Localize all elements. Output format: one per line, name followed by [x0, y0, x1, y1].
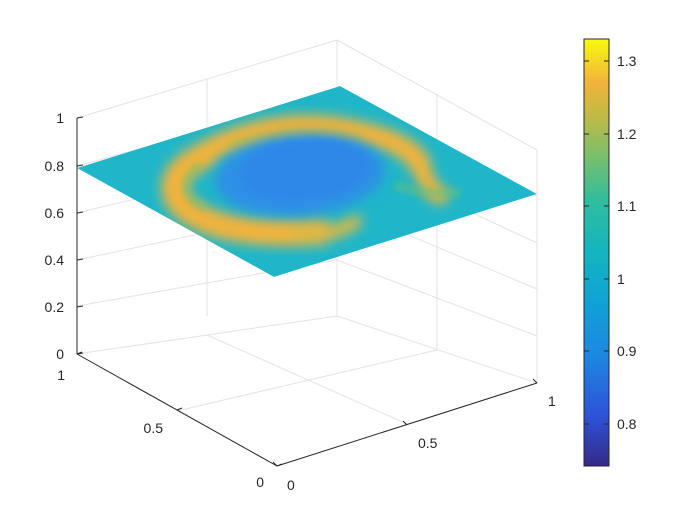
- colorbar-tick-label: 0.8: [617, 416, 637, 432]
- z-tick-label: 0.4: [45, 252, 65, 268]
- z-tick-label: 0: [56, 346, 64, 362]
- surface-ring-bottom: [293, 215, 362, 241]
- tick-marks: [76, 116, 538, 467]
- colorbar-tick-label: 1.1: [617, 198, 637, 214]
- colorbar-tick-label: 1.2: [617, 126, 637, 142]
- colorbar-gradient: [583, 38, 610, 467]
- z-tick-labels: 1 0.8 0.6 0.4 0.2 0: [45, 110, 65, 362]
- z-tick-label: 0.8: [45, 158, 65, 174]
- x-tick-label: 1: [548, 393, 556, 409]
- x-tick-label: 0.5: [418, 435, 438, 451]
- surface-plane: [77, 86, 537, 277]
- y-tick-label: 0.5: [144, 420, 164, 436]
- z-tick-label: 0.6: [45, 205, 65, 221]
- colorbar-tick-label: 1: [617, 271, 625, 287]
- colorbar-tick-label: 0.9: [617, 343, 637, 359]
- y-tick-label: 1: [57, 367, 65, 383]
- z-tick-label: 1: [56, 110, 64, 126]
- y-tick-labels: 1 0.5 0: [57, 367, 264, 490]
- surface-ring-top: [194, 114, 431, 176]
- y-tick-label: 0: [256, 474, 264, 490]
- colorbar: 0.8 0.9 1 1.1 1.2 1.3: [583, 38, 637, 467]
- surface-ring-left: [161, 142, 333, 246]
- x-tick-labels: 0 0.5 1: [287, 393, 556, 493]
- colorbar-tick-label: 1.3: [617, 53, 637, 69]
- z-tick-label: 0.2: [45, 299, 65, 315]
- x-tick-label: 0: [287, 477, 295, 493]
